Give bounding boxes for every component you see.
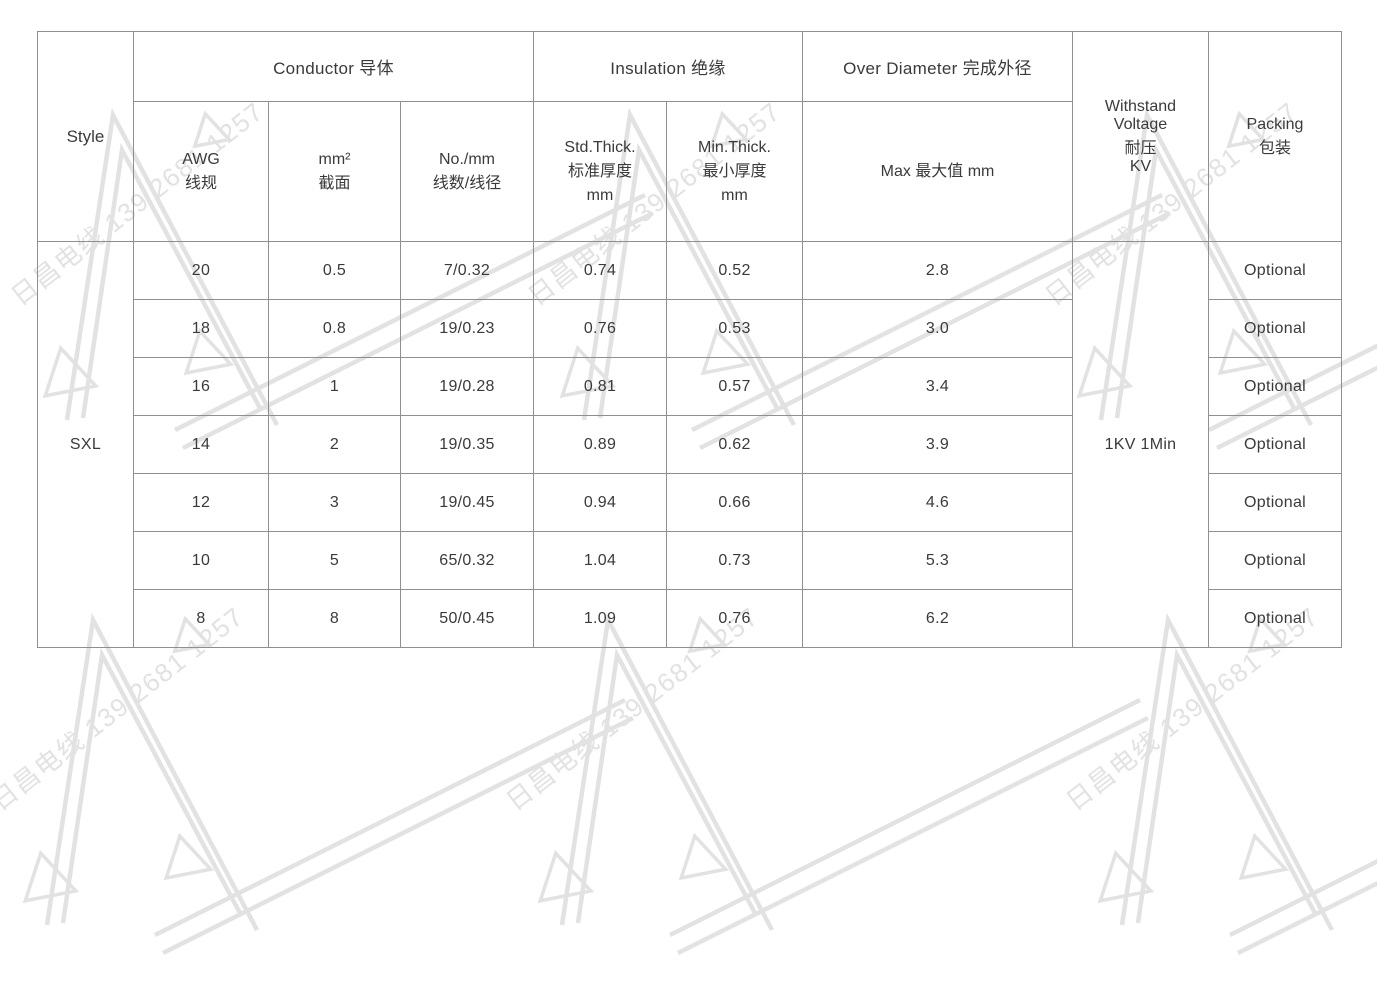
cell-max: 3.4 [802, 357, 1073, 416]
cell-withstand-value: 1KV 1Min [1072, 241, 1209, 648]
cell-mm2: 5 [268, 531, 401, 590]
cell-no_mm: 7/0.32 [400, 241, 534, 300]
group-header-over-diameter: Over Diameter 完成外径 [802, 31, 1073, 102]
cell-mm2: 1 [268, 357, 401, 416]
sub-header-awg: AWG 线规 [133, 101, 269, 242]
cell-no_mm: 50/0.45 [400, 589, 534, 648]
cell-std: 0.74 [533, 241, 667, 300]
sub-header-no-mm: No./mm 线数/线径 [400, 101, 534, 242]
column-header-withstand-voltage: Withstand Voltage 耐压 KV [1072, 31, 1209, 242]
cell-awg: 8 [133, 589, 269, 648]
cell-max: 6.2 [802, 589, 1073, 648]
cell-packing: Optional [1208, 531, 1342, 590]
group-header-row: Style Conductor 导体 Insulation 绝缘 Over Di… [37, 31, 1342, 242]
cell-min: 0.76 [666, 589, 803, 648]
cell-mm2: 0.5 [268, 241, 401, 300]
cell-min: 0.53 [666, 299, 803, 358]
cell-awg: 16 [133, 357, 269, 416]
sub-header-std-thick: Std.Thick. 标准厚度 mm [533, 101, 667, 242]
column-header-style: Style [37, 31, 134, 242]
sub-header-max: Max 最大值 mm [802, 101, 1073, 242]
cell-mm2: 8 [268, 589, 401, 648]
cell-mm2: 2 [268, 415, 401, 474]
wire-spec-table: Style Conductor 导体 Insulation 绝缘 Over Di… [37, 31, 1342, 648]
cell-style-value: SXL [37, 241, 134, 648]
group-header-insulation: Insulation 绝缘 [533, 31, 803, 102]
cell-packing: Optional [1208, 415, 1342, 474]
cell-awg: 12 [133, 473, 269, 532]
cell-mm2: 3 [268, 473, 401, 532]
cell-max: 3.9 [802, 415, 1073, 474]
cell-std: 1.04 [533, 531, 667, 590]
cell-std: 0.94 [533, 473, 667, 532]
cell-packing: Optional [1208, 357, 1342, 416]
sub-header-mm2: mm² 截面 [268, 101, 401, 242]
cell-packing: Optional [1208, 473, 1342, 532]
cell-std: 0.81 [533, 357, 667, 416]
cell-min: 0.57 [666, 357, 803, 416]
group-header-conductor: Conductor 导体 [133, 31, 534, 102]
cell-packing: Optional [1208, 299, 1342, 358]
cell-no_mm: 65/0.32 [400, 531, 534, 590]
cell-packing: Optional [1208, 241, 1342, 300]
cell-mm2: 0.8 [268, 299, 401, 358]
cell-awg: 18 [133, 299, 269, 358]
cell-min: 0.52 [666, 241, 803, 300]
cell-min: 0.73 [666, 531, 803, 590]
table-row: SXL 20 0.5 7/0.32 0.74 0.52 2.8 1KV 1Min Optiona… [37, 241, 1342, 648]
table-body: SXL 20 0.5 7/0.32 0.74 0.52 2.8 1KV 1Min Optiona… [37, 241, 1342, 648]
cell-min: 0.62 [666, 415, 803, 474]
cell-max: 5.3 [802, 531, 1073, 590]
cell-packing: Optional [1208, 589, 1342, 648]
cell-awg: 10 [133, 531, 269, 590]
cell-no_mm: 19/0.28 [400, 357, 534, 416]
cell-std: 0.76 [533, 299, 667, 358]
cell-awg: 20 [133, 241, 269, 300]
cell-no_mm: 19/0.35 [400, 415, 534, 474]
cell-max: 4.6 [802, 473, 1073, 532]
cell-max: 3.0 [802, 299, 1073, 358]
cell-max: 2.8 [802, 241, 1073, 300]
column-header-packing: Packing 包装 [1208, 31, 1342, 242]
cell-min: 0.66 [666, 473, 803, 532]
cell-std: 0.89 [533, 415, 667, 474]
cell-awg: 14 [133, 415, 269, 474]
sub-header-min-thick: Min.Thick. 最小厚度 mm [666, 101, 803, 242]
cell-no_mm: 19/0.45 [400, 473, 534, 532]
cell-no_mm: 19/0.23 [400, 299, 534, 358]
table-row: 10 5 65/0.32 1.04 0.73 5.3 Optional [38, 531, 1342, 590]
cell-std: 1.09 [533, 589, 667, 648]
